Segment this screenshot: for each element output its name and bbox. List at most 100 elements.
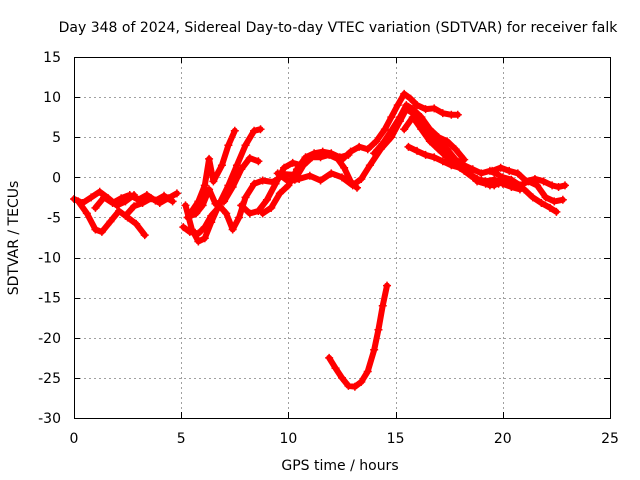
data-point-marker bbox=[395, 113, 404, 122]
data-point-marker bbox=[383, 281, 392, 290]
series-track-19 bbox=[488, 163, 569, 191]
data-point-marker bbox=[338, 373, 346, 382]
data-point-marker bbox=[217, 161, 226, 170]
data-point-marker bbox=[505, 166, 514, 175]
data-point-marker bbox=[380, 125, 389, 134]
data-point-marker bbox=[338, 155, 346, 164]
data-point-marker bbox=[228, 182, 237, 191]
data-point-marker bbox=[290, 175, 299, 184]
data-point-marker bbox=[200, 181, 209, 190]
data-point-marker bbox=[387, 126, 396, 135]
series-track-12 bbox=[290, 150, 362, 192]
data-point-marker bbox=[372, 137, 381, 146]
data-point-marker bbox=[363, 367, 372, 376]
data-point-marker bbox=[280, 163, 289, 172]
data-point-marker bbox=[288, 158, 297, 167]
data-point-marker bbox=[530, 174, 539, 183]
data-point-marker bbox=[179, 223, 188, 232]
data-point-marker bbox=[434, 134, 443, 143]
data-point-marker bbox=[515, 181, 524, 190]
data-point-marker bbox=[447, 161, 456, 170]
data-point-marker bbox=[245, 209, 254, 218]
data-point-marker bbox=[406, 94, 415, 103]
data-point-marker bbox=[235, 213, 244, 222]
data-point-marker bbox=[363, 145, 372, 154]
data-point-marker bbox=[307, 153, 316, 162]
series-track-20 bbox=[325, 281, 392, 391]
data-point-marker bbox=[541, 193, 550, 202]
data-point-marker bbox=[74, 197, 83, 206]
y-tick-label: -10 bbox=[38, 251, 61, 267]
data-point-marker bbox=[254, 157, 263, 166]
data-point-marker bbox=[340, 163, 349, 172]
data-point-marker bbox=[537, 199, 546, 208]
data-point-marker bbox=[473, 177, 482, 186]
data-point-marker bbox=[434, 145, 443, 154]
data-point-marker bbox=[370, 345, 379, 354]
data-point-marker bbox=[346, 147, 355, 156]
data-point-marker bbox=[305, 171, 314, 180]
data-point-marker bbox=[130, 202, 139, 211]
data-point-marker bbox=[421, 150, 430, 159]
data-point-marker bbox=[468, 165, 477, 174]
y-axis-title: SDTVAR / TECUs bbox=[6, 181, 22, 296]
data-point-marker bbox=[262, 195, 271, 204]
series-track-14 bbox=[370, 101, 469, 164]
data-point-marker bbox=[258, 209, 267, 218]
data-point-marker bbox=[106, 217, 115, 226]
data-point-marker bbox=[245, 154, 254, 163]
series-track-3 bbox=[91, 190, 177, 212]
data-point-marker bbox=[430, 104, 439, 113]
data-point-marker bbox=[316, 176, 325, 185]
data-point-marker bbox=[241, 193, 250, 202]
grid-lines bbox=[74, 57, 610, 418]
y-tick-label: -5 bbox=[47, 210, 61, 226]
data-point-marker bbox=[496, 163, 505, 172]
data-point-marker bbox=[481, 179, 490, 188]
data-point-marker bbox=[453, 110, 462, 119]
data-point-marker bbox=[438, 157, 447, 166]
x-tick-label: 15 bbox=[387, 431, 405, 447]
data-point-marker bbox=[548, 181, 557, 190]
data-point-marker bbox=[353, 183, 362, 192]
data-point-marker bbox=[237, 165, 246, 174]
data-point-marker bbox=[207, 218, 216, 227]
data-point-marker bbox=[408, 113, 417, 122]
data-point-marker bbox=[121, 211, 130, 220]
data-point-marker bbox=[316, 153, 325, 162]
data-point-marker bbox=[357, 174, 366, 183]
data-point-marker bbox=[181, 201, 190, 210]
series-line bbox=[326, 282, 390, 390]
data-point-marker bbox=[115, 207, 124, 216]
data-point-marker bbox=[451, 155, 460, 164]
data-point-marker bbox=[404, 142, 413, 151]
data-point-marker bbox=[271, 179, 280, 188]
data-point-marker bbox=[344, 381, 353, 390]
data-point-marker bbox=[378, 301, 387, 310]
data-point-marker bbox=[258, 176, 267, 185]
data-point-marker bbox=[200, 234, 209, 243]
series-line bbox=[184, 155, 262, 221]
data-point-marker bbox=[250, 179, 259, 188]
data-point-marker bbox=[554, 182, 563, 191]
chart-title: Day 348 of 2024, Sidereal Day-to-day VTE… bbox=[59, 20, 619, 36]
data-point-marker bbox=[490, 181, 499, 190]
data-point-marker bbox=[132, 219, 141, 228]
data-point-marker bbox=[117, 194, 126, 203]
y-tick-label: -25 bbox=[38, 371, 61, 387]
data-point-marker bbox=[393, 101, 402, 110]
data-point-marker bbox=[325, 353, 334, 362]
data-point-marker bbox=[155, 199, 164, 208]
data-point-marker bbox=[97, 227, 106, 236]
data-point-marker bbox=[357, 377, 366, 386]
data-point-marker bbox=[275, 189, 284, 198]
data-point-marker bbox=[520, 185, 529, 194]
data-point-marker bbox=[172, 189, 181, 198]
data-point-marker bbox=[284, 177, 293, 186]
series-line bbox=[92, 192, 176, 211]
data-point-marker bbox=[325, 150, 334, 159]
data-point-marker bbox=[425, 131, 434, 140]
x-tick-label: 10 bbox=[279, 431, 297, 447]
data-point-marker bbox=[198, 201, 207, 210]
axis-ticks bbox=[74, 57, 611, 419]
